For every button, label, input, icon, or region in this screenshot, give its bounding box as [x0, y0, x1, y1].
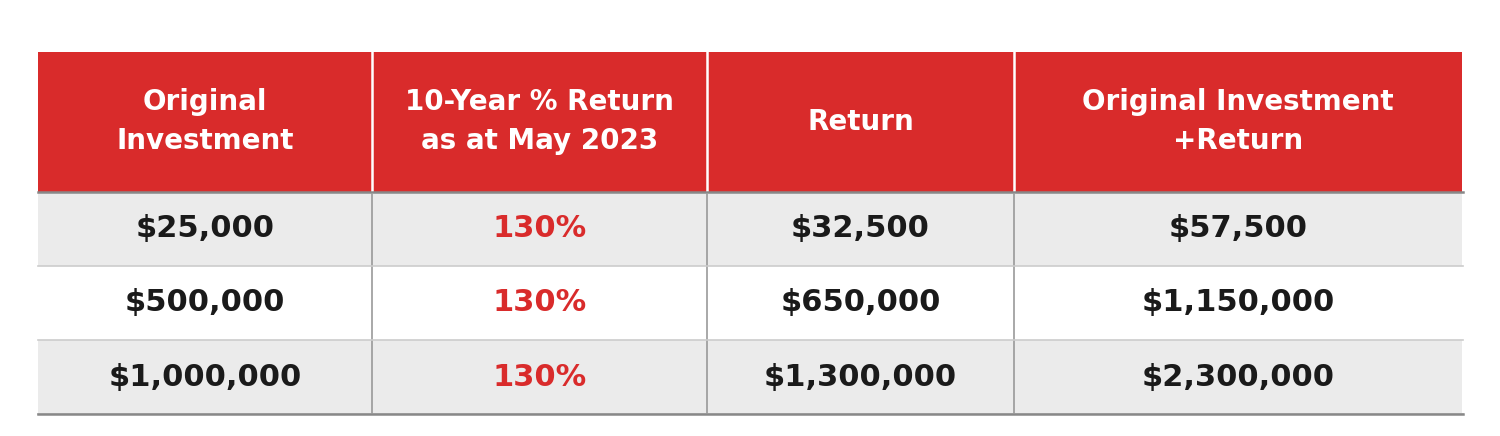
Bar: [372, 52, 706, 192]
Bar: [372, 266, 706, 340]
Text: $1,000,000: $1,000,000: [108, 363, 302, 392]
Text: 10-Year % Return
as at May 2023: 10-Year % Return as at May 2023: [405, 89, 674, 156]
Bar: [706, 340, 1014, 414]
Bar: [706, 192, 1014, 266]
Bar: [1014, 266, 1462, 340]
Bar: [1014, 52, 1462, 192]
Bar: [1014, 340, 1462, 414]
Bar: [706, 52, 1014, 192]
Text: $650,000: $650,000: [780, 289, 940, 317]
Text: $1,300,000: $1,300,000: [764, 363, 957, 392]
Text: Return: Return: [807, 108, 913, 136]
Text: $32,500: $32,500: [790, 214, 930, 243]
Bar: [38, 192, 372, 266]
Text: 130%: 130%: [492, 363, 586, 392]
Text: $57,500: $57,500: [1168, 214, 1308, 243]
Bar: [38, 340, 372, 414]
Text: Original Investment
+Return: Original Investment +Return: [1082, 89, 1394, 156]
Text: $2,300,000: $2,300,000: [1142, 363, 1335, 392]
Text: $500,000: $500,000: [124, 289, 285, 317]
Text: $25,000: $25,000: [135, 214, 274, 243]
Bar: [372, 192, 706, 266]
Text: $1,150,000: $1,150,000: [1142, 289, 1335, 317]
Text: 130%: 130%: [492, 289, 586, 317]
Bar: [1014, 192, 1462, 266]
Text: 130%: 130%: [492, 214, 586, 243]
Text: Original
Investment: Original Investment: [116, 89, 294, 156]
Bar: [38, 52, 372, 192]
Bar: [706, 266, 1014, 340]
Bar: [372, 340, 706, 414]
Bar: [38, 266, 372, 340]
